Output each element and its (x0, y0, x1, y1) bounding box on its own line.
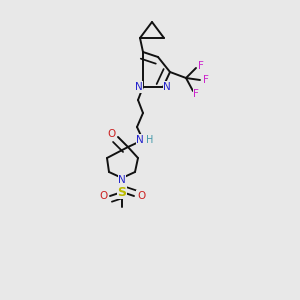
Text: O: O (107, 129, 115, 139)
Text: S: S (118, 185, 127, 199)
Text: F: F (198, 61, 204, 71)
Text: F: F (203, 75, 209, 85)
Text: N: N (135, 82, 143, 92)
Text: N: N (163, 82, 171, 92)
Text: N: N (118, 175, 126, 185)
Text: N: N (136, 135, 144, 145)
Text: O: O (99, 191, 107, 201)
Text: H: H (146, 135, 154, 145)
Text: F: F (193, 89, 199, 99)
Text: O: O (137, 191, 145, 201)
